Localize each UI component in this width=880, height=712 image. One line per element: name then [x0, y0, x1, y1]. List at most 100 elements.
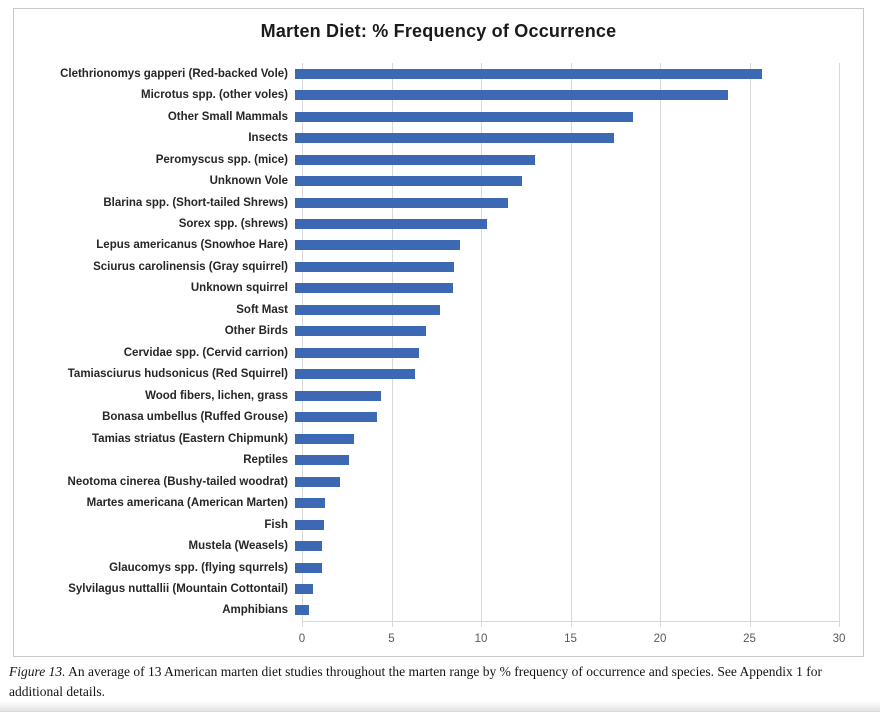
bar [295, 176, 523, 187]
bar-track [295, 407, 832, 428]
bar-track [295, 149, 832, 170]
bar-rows: Clethrionomys gapperi (Red-backed Vole) M… [14, 63, 839, 621]
bar [295, 498, 326, 509]
bar-track [295, 514, 832, 535]
category-label: Tamias striatus (Eastern Chipmunk) [92, 432, 288, 445]
bar [295, 433, 355, 444]
bar-track [295, 256, 832, 277]
gridline [570, 63, 572, 627]
gridline [660, 63, 661, 627]
bar [295, 605, 310, 616]
plot-gridlines [302, 63, 840, 627]
figure-caption-text: An average of 13 American marten diet st… [9, 664, 822, 699]
x-tick-label: 10 [474, 633, 488, 645]
gridline [481, 63, 482, 627]
chart-row: Lepus americanus (Snowhoe Hare) [14, 235, 839, 256]
category-label: Mustela (Weasels) [188, 540, 289, 553]
category-label: Blarina spp. (Short-tailed Shrews) [103, 196, 288, 209]
category-label: Martes americana (American Marten) [86, 497, 288, 510]
chart-row: Reptiles [14, 449, 839, 470]
bar-track [295, 535, 832, 556]
bar [295, 90, 729, 101]
bar [295, 455, 349, 466]
bar-track [295, 192, 832, 213]
category-label: Insects [248, 132, 288, 145]
bar [295, 347, 419, 358]
bar [295, 197, 508, 208]
category-label: Bonasa umbellus (Ruffed Grouse) [102, 411, 288, 424]
gridline [302, 63, 303, 627]
bar-track [295, 385, 832, 406]
bar [295, 240, 460, 251]
category-label: Fish [264, 518, 288, 531]
bar-track [295, 213, 832, 234]
chart-row: Amphibians [14, 600, 839, 621]
x-tick-label: 25 [743, 633, 756, 645]
chart-row: Unknown squirrel [14, 278, 839, 299]
gridline [839, 63, 840, 627]
figure-number: Figure 13. [9, 664, 66, 679]
gridline [391, 63, 393, 627]
category-label: Tamiasciurus hudsonicus (Red Squirrel) [67, 368, 288, 381]
bar [295, 68, 763, 79]
chart-row: Peromyscus spp. (mice) [14, 149, 839, 170]
bar [295, 111, 634, 122]
category-label: Wood fibers, lichen, grass [145, 389, 288, 402]
chart-row: Martes americana (American Marten) [14, 492, 839, 513]
x-tick-label: 5 [388, 633, 395, 645]
bar-track [295, 235, 832, 256]
x-tick-label: 20 [653, 633, 667, 645]
chart-row: Other Birds [14, 321, 839, 342]
category-label: Unknown squirrel [190, 282, 288, 295]
bar [295, 369, 415, 380]
category-label: Amphibians [222, 604, 288, 617]
category-label: Cervidae spp. (Cervid carrion) [123, 346, 288, 359]
bar [295, 283, 453, 294]
bar-track [295, 471, 832, 492]
category-label: Soft Mast [236, 303, 288, 316]
chart-row: Wood fibers, lichen, grass [14, 385, 839, 406]
chart-row: Sylvilagus nuttallii (Mountain Cottontai… [14, 578, 839, 599]
bar [295, 541, 322, 552]
category-label: Lepus americanus (Snowhoe Hare) [96, 239, 288, 252]
chart-row: Neotoma cinerea (Bushy-tailed woodrat) [14, 471, 839, 492]
bar-track [295, 449, 832, 470]
x-tick-label: 0 [298, 633, 306, 645]
bar [295, 154, 535, 165]
category-label: Unknown Vole [209, 175, 288, 188]
bar-track [295, 127, 832, 148]
x-tick-label: 15 [564, 633, 577, 645]
bar [295, 261, 455, 272]
chart-row: Other Small Mammals [14, 106, 839, 127]
figure-caption: Figure 13. An average of 13 American mar… [9, 662, 871, 701]
bar [295, 519, 324, 530]
bar-track [295, 84, 832, 105]
chart-row: Bonasa umbellus (Ruffed Grouse) [14, 407, 839, 428]
bar [295, 219, 487, 230]
chart-row: Sciurus carolinensis (Gray squirrel) [14, 256, 839, 277]
bar-track [295, 364, 832, 385]
category-label: Sciurus carolinensis (Gray squirrel) [93, 260, 288, 273]
category-label: Other Small Mammals [167, 110, 288, 123]
chart-row: Soft Mast [14, 299, 839, 320]
chart-row: Microtus spp. (other voles) [14, 84, 839, 105]
category-label: Glaucomys spp. (flying squrrels) [109, 561, 288, 574]
chart-title: Marten Diet: % Frequency of Occurrence [260, 21, 617, 41]
chart-row: Cervidae spp. (Cervid carrion) [14, 342, 839, 363]
bar [295, 562, 322, 573]
chart-row: Clethrionomys gapperi (Red-backed Vole) [14, 63, 839, 84]
bar [295, 326, 426, 337]
x-tick-label: 30 [832, 633, 846, 645]
chart-row: Insects [14, 127, 839, 148]
chart-row: Blarina spp. (Short-tailed Shrews) [14, 192, 839, 213]
bar-track [295, 492, 832, 513]
category-label: Neotoma cinerea (Bushy-tailed woodrat) [67, 475, 288, 488]
bar-track [295, 428, 832, 449]
bar [295, 583, 313, 594]
bar [295, 304, 440, 315]
category-label: Microtus spp. (other voles) [141, 89, 288, 102]
x-axis: 0 5 10 15 20 25 30 [298, 631, 846, 651]
bar [295, 390, 381, 401]
bar [295, 133, 614, 144]
chart-row: Tamias striatus (Eastern Chipmunk) [14, 428, 839, 449]
